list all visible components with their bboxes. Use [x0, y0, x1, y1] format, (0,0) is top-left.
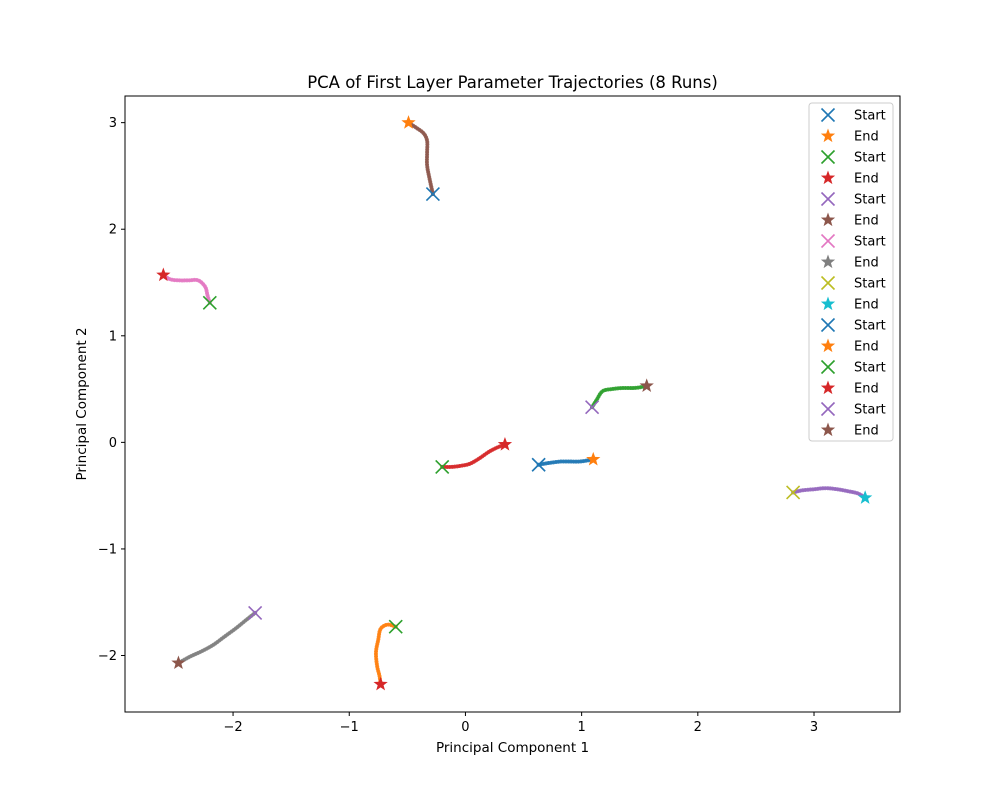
y-tick-label: 0 — [109, 436, 117, 451]
trajectory-line-3 — [374, 623, 397, 686]
legend-end-icon — [820, 212, 836, 227]
legend-item: Start — [820, 149, 886, 166]
legend-start-icon — [820, 149, 836, 165]
legend: Start End Start End Start End Start End Start End… — [808, 102, 894, 442]
legend-label: Start — [854, 319, 886, 334]
end-marker-2 — [497, 437, 513, 451]
end-marker-1 — [586, 451, 601, 466]
legend-item: Start — [820, 401, 886, 418]
legend-start-icon — [820, 275, 836, 291]
legend-item: Start — [820, 233, 886, 250]
x-tick-label: −1 — [340, 720, 359, 735]
legend-item: Start — [820, 359, 886, 376]
end-marker-4 — [401, 115, 416, 129]
legend-end-icon — [820, 380, 836, 395]
x-tick-label: −2 — [223, 720, 242, 735]
legend-end-icon — [820, 170, 836, 185]
trajectory-line-7 — [792, 487, 867, 499]
plot-frame — [125, 96, 900, 712]
plot-border — [124, 95, 901, 713]
start-marker-4 — [425, 186, 440, 202]
y-axis-label: Principal Component 2 — [74, 327, 90, 480]
legend-label: Start — [854, 361, 886, 376]
legend-item: End — [820, 422, 879, 439]
start-marker-3 — [388, 619, 403, 634]
legend-end-icon — [820, 254, 836, 269]
legend-label: End — [854, 214, 879, 229]
trajectory-line-8 — [177, 611, 257, 665]
y-tick-label: 3 — [109, 116, 117, 131]
end-marker-8 — [171, 655, 186, 670]
legend-label: End — [854, 340, 879, 355]
legend-item: End — [820, 338, 879, 355]
legend-item: End — [820, 296, 879, 313]
legend-label: End — [854, 130, 879, 145]
x-tick-label: 0 — [461, 720, 469, 735]
trajectory-layer — [161, 120, 868, 687]
legend-label: Start — [854, 277, 886, 292]
x-tick-label: 3 — [810, 720, 818, 735]
y-tick-label: 2 — [109, 223, 117, 238]
legend-start-icon — [820, 359, 836, 375]
trajectory-line-6 — [590, 384, 648, 409]
x-axis: −2 −1 0 1 2 3 — [223, 712, 818, 735]
legend-end-icon — [820, 128, 836, 143]
legend-end-icon — [820, 422, 836, 437]
legend-item: End — [820, 212, 879, 229]
legend-start-icon — [820, 191, 836, 207]
legend-label: End — [854, 298, 879, 313]
trajectory-line-5 — [162, 273, 211, 304]
legend-label: End — [854, 256, 879, 271]
y-tick-label: 1 — [109, 329, 117, 344]
x-tick-label: 1 — [577, 720, 585, 735]
legend-start-icon — [820, 107, 836, 123]
legend-label: End — [854, 382, 879, 397]
end-marker-3 — [373, 676, 388, 691]
legend-start-icon — [820, 233, 836, 249]
y-tick-label: −1 — [98, 542, 117, 557]
legend-box — [808, 102, 894, 442]
end-marker-7 — [858, 490, 873, 504]
start-marker-5 — [202, 295, 217, 310]
legend-item: Start — [820, 107, 886, 124]
start-marker-2 — [435, 459, 450, 474]
start-marker-8 — [248, 605, 263, 620]
legend-start-icon — [820, 317, 836, 333]
start-marker-1 — [531, 457, 546, 472]
legend-label: Start — [854, 235, 886, 250]
start-marker-6 — [585, 400, 600, 415]
legend-item: End — [820, 128, 879, 145]
x-tick-label: 2 — [694, 720, 702, 735]
trajectory-line-2 — [441, 443, 507, 469]
legend-label: Start — [854, 193, 886, 208]
legend-item: Start — [820, 275, 886, 292]
y-tick-label: −2 — [98, 649, 117, 664]
legend-item: End — [820, 380, 879, 397]
end-marker-5 — [156, 267, 171, 282]
y-axis: −2 −1 0 1 2 3 — [98, 116, 125, 664]
chart-title: PCA of First Layer Parameter Trajectorie… — [307, 73, 718, 92]
trajectory-line-4 — [407, 121, 435, 196]
legend-label: Start — [854, 109, 886, 124]
x-axis-label: Principal Component 1 — [436, 740, 589, 756]
legend-item: End — [820, 254, 879, 271]
legend-label: Start — [854, 151, 886, 166]
legend-item: End — [820, 170, 879, 187]
start-marker-7 — [786, 485, 801, 500]
legend-end-icon — [820, 296, 836, 311]
legend-item: Start — [820, 317, 886, 334]
marker-layer — [156, 115, 873, 691]
legend-end-icon — [820, 338, 836, 353]
legend-label: End — [854, 424, 879, 439]
trajectory-line-1 — [537, 458, 595, 466]
legend-label: End — [854, 172, 879, 187]
legend-item: Start — [820, 191, 886, 208]
end-marker-6 — [639, 378, 654, 392]
legend-start-icon — [820, 401, 836, 417]
legend-label: Start — [854, 403, 886, 418]
plot-area — [124, 95, 901, 713]
